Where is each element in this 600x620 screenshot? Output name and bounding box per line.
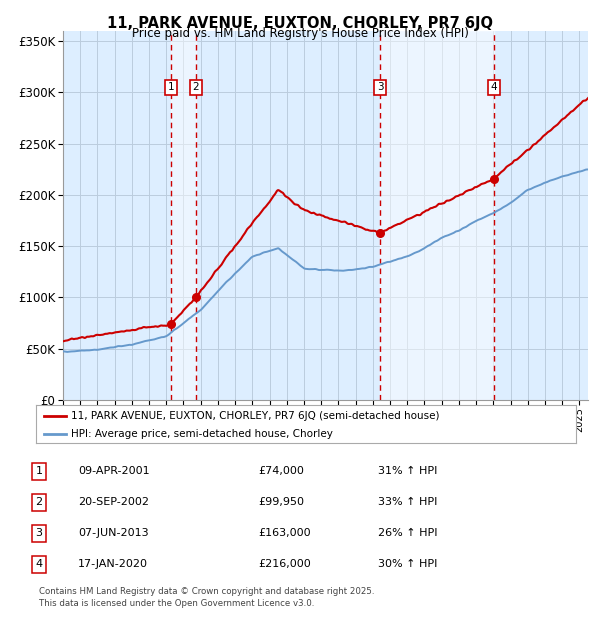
Text: 4: 4 bbox=[35, 559, 43, 569]
Text: £74,000: £74,000 bbox=[258, 466, 304, 476]
Text: 11, PARK AVENUE, EUXTON, CHORLEY, PR7 6JQ (semi-detached house): 11, PARK AVENUE, EUXTON, CHORLEY, PR7 6J… bbox=[71, 410, 440, 420]
Text: 2: 2 bbox=[35, 497, 43, 507]
Text: 4: 4 bbox=[491, 82, 497, 92]
Bar bbox=[380, 31, 494, 400]
Text: £163,000: £163,000 bbox=[258, 528, 311, 538]
Text: 07-JUN-2013: 07-JUN-2013 bbox=[78, 528, 149, 538]
Text: 33% ↑ HPI: 33% ↑ HPI bbox=[378, 497, 437, 507]
Text: £99,950: £99,950 bbox=[258, 497, 304, 507]
Text: 11, PARK AVENUE, EUXTON, CHORLEY, PR7 6JQ: 11, PARK AVENUE, EUXTON, CHORLEY, PR7 6J… bbox=[107, 16, 493, 31]
Text: 3: 3 bbox=[35, 528, 43, 538]
Text: 1: 1 bbox=[35, 466, 43, 476]
Text: Contains HM Land Registry data © Crown copyright and database right 2025.: Contains HM Land Registry data © Crown c… bbox=[39, 587, 374, 596]
Text: 31% ↑ HPI: 31% ↑ HPI bbox=[378, 466, 437, 476]
Bar bbox=[171, 31, 196, 400]
Text: 09-APR-2001: 09-APR-2001 bbox=[78, 466, 149, 476]
Text: 17-JAN-2020: 17-JAN-2020 bbox=[78, 559, 148, 569]
Text: 1: 1 bbox=[167, 82, 174, 92]
Text: Price paid vs. HM Land Registry's House Price Index (HPI): Price paid vs. HM Land Registry's House … bbox=[131, 27, 469, 40]
Text: 3: 3 bbox=[377, 82, 383, 92]
Text: 2: 2 bbox=[193, 82, 199, 92]
Text: This data is licensed under the Open Government Licence v3.0.: This data is licensed under the Open Gov… bbox=[39, 598, 314, 608]
Text: 20-SEP-2002: 20-SEP-2002 bbox=[78, 497, 149, 507]
Text: £216,000: £216,000 bbox=[258, 559, 311, 569]
Text: 30% ↑ HPI: 30% ↑ HPI bbox=[378, 559, 437, 569]
Text: HPI: Average price, semi-detached house, Chorley: HPI: Average price, semi-detached house,… bbox=[71, 428, 333, 439]
Text: 26% ↑ HPI: 26% ↑ HPI bbox=[378, 528, 437, 538]
